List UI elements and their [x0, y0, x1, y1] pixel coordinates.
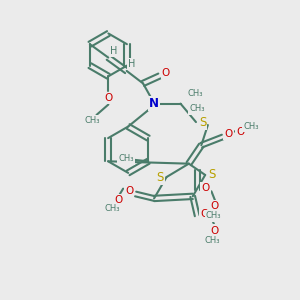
Text: CH₃: CH₃	[206, 212, 221, 220]
Text: O: O	[104, 93, 112, 103]
Text: CH₃: CH₃	[84, 116, 100, 125]
Text: S: S	[156, 170, 164, 184]
Text: CH₃: CH₃	[105, 204, 120, 213]
Text: S: S	[199, 116, 206, 129]
Text: O: O	[115, 195, 123, 205]
Text: H: H	[110, 46, 117, 56]
Text: O: O	[210, 226, 218, 236]
Text: CH₃: CH₃	[118, 154, 134, 164]
Text: CH₃: CH₃	[205, 236, 220, 245]
Text: N: N	[149, 97, 159, 110]
Text: S: S	[208, 169, 215, 182]
Text: O: O	[211, 202, 219, 212]
Text: H: H	[128, 59, 136, 69]
Text: O: O	[236, 128, 245, 137]
Text: O: O	[201, 183, 210, 193]
Text: CH₃: CH₃	[187, 89, 203, 98]
Text: CH₃: CH₃	[189, 104, 205, 113]
Text: O: O	[224, 129, 233, 139]
Text: O: O	[200, 209, 209, 219]
Text: O: O	[162, 68, 170, 78]
Text: O: O	[125, 186, 133, 196]
Text: CH₃: CH₃	[243, 122, 259, 131]
